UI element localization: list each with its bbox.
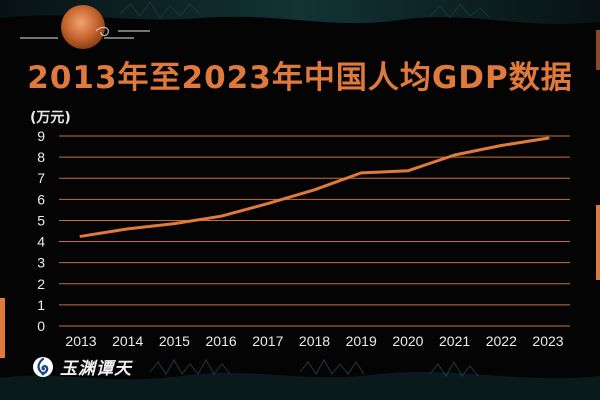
data-point-2018 <box>313 188 316 192</box>
y-axis-unit-label: (万元) <box>30 110 71 126</box>
data-point-2023 <box>546 136 550 140</box>
y-tick-label: 8 <box>37 149 45 165</box>
data-point-2017 <box>266 202 269 205</box>
y-tick-label: 2 <box>37 276 45 292</box>
y-tick-label: 4 <box>37 234 45 250</box>
data-point-2013 <box>79 235 83 238</box>
brand-logo: 玉渊谭天 <box>32 354 132 379</box>
logo-icon <box>33 356 53 377</box>
x-axis-ticks: 2013 2014 2015 2016 2017 2018 2019 2020 2021 2022… <box>65 333 563 349</box>
left-accent-bar <box>0 298 5 358</box>
data-point-2020 <box>406 169 410 173</box>
moon-decoration <box>61 5 105 49</box>
data-point-2015 <box>173 222 176 225</box>
x-tick-label: 2019 <box>346 333 377 349</box>
series-layer <box>79 136 550 238</box>
x-tick-label: 2015 <box>159 333 190 349</box>
data-point-2016 <box>219 215 223 218</box>
y-tick-label: 9 <box>37 128 45 144</box>
chart-title: 2013年至2023年中国人均GDP数据 <box>27 60 573 96</box>
logo-text: 玉渊谭天 <box>60 359 132 379</box>
data-point-2022 <box>500 144 503 147</box>
x-tick-label: 2017 <box>252 333 283 349</box>
x-tick-label: 2016 <box>206 333 237 349</box>
gridlines <box>59 135 570 327</box>
y-tick-label: 5 <box>37 212 45 228</box>
bottom-wave-decoration <box>0 358 600 400</box>
x-tick-label: 2018 <box>299 333 330 349</box>
data-point-2014 <box>126 227 129 231</box>
right-accent-bar-top <box>596 30 600 70</box>
series-line-0 <box>79 136 550 238</box>
y-tick-label: 0 <box>37 318 45 334</box>
data-point-2021 <box>453 153 456 157</box>
x-tick-label: 2021 <box>439 333 470 349</box>
y-tick-label: 7 <box>37 170 45 186</box>
point-layer <box>79 136 550 238</box>
data-point-2019 <box>360 171 363 175</box>
y-tick-label: 3 <box>37 255 45 271</box>
y-tick-label: 6 <box>37 191 45 207</box>
top-wave-decoration <box>0 0 600 24</box>
x-tick-label: 2022 <box>486 333 517 349</box>
right-accent-bar <box>596 205 600 280</box>
x-tick-label: 2020 <box>392 333 423 349</box>
y-axis-ticks: 0 1 2 3 4 5 6 7 8 9 <box>37 128 45 334</box>
y-tick-label: 1 <box>37 297 45 313</box>
x-tick-label: 2023 <box>532 333 563 349</box>
cloud-swirl-decoration <box>20 26 150 39</box>
x-tick-label: 2013 <box>65 333 96 349</box>
x-tick-label: 2014 <box>112 333 143 349</box>
